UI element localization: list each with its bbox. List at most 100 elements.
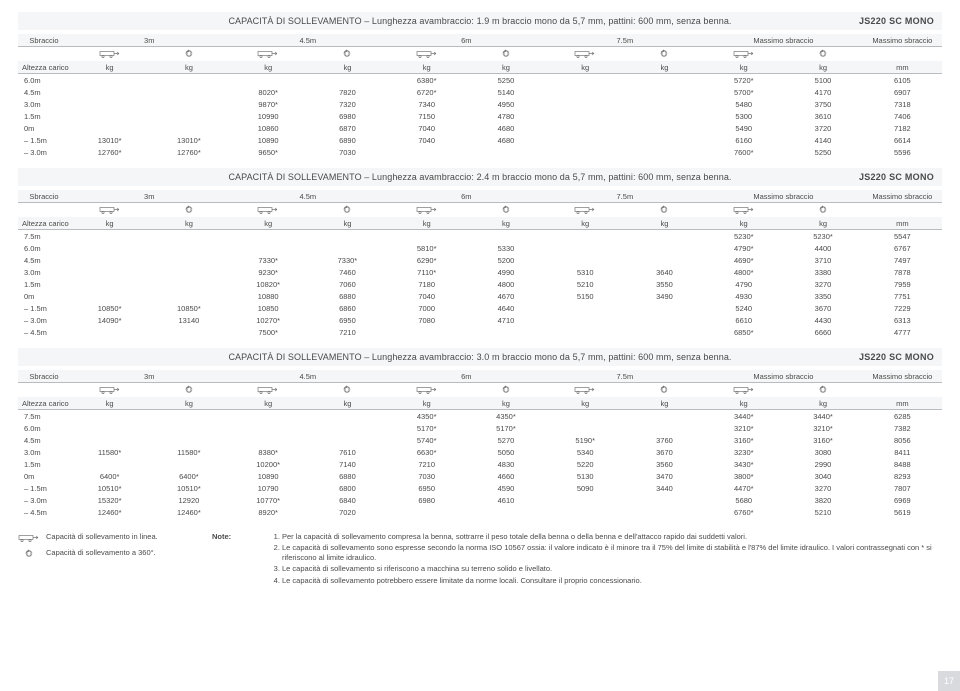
table-row: 4.5m8020*78206720*51405700*41706907 xyxy=(18,86,942,98)
full-rotation-icon xyxy=(178,385,200,394)
table-row: 4.5m5740*52705190*37603160*3160*8056 xyxy=(18,434,942,446)
capacity-value: 7030 xyxy=(308,146,387,158)
capacity-value: 11580* xyxy=(149,446,228,458)
col-kg: kg xyxy=(546,397,625,410)
note-item: Le capacità di sollevamento si riferisco… xyxy=(282,564,942,574)
capacity-value: 8020* xyxy=(229,86,308,98)
note-item: Per la capacità di sollevamento compresa… xyxy=(282,532,942,542)
capacity-value: 7330* xyxy=(229,254,308,266)
capacity-value: 3430* xyxy=(704,458,783,470)
capacity-value xyxy=(546,494,625,506)
capacity-value xyxy=(625,230,704,243)
col-kg: kg xyxy=(70,217,149,230)
capacity-value: 5170* xyxy=(466,422,545,434)
capacity-value: 6890 xyxy=(308,134,387,146)
col-kg: kg xyxy=(308,397,387,410)
side-reach-icon xyxy=(99,385,121,394)
capacity-value: 5720* xyxy=(704,74,783,87)
capacity-value: 4790 xyxy=(704,278,783,290)
capacity-value: 7820 xyxy=(308,86,387,98)
full-rotation-icon xyxy=(812,205,834,214)
capacity-value: 4930 xyxy=(704,290,783,302)
capacity-value: 6969 xyxy=(863,494,942,506)
capacity-value xyxy=(546,98,625,110)
capacity-value: 6767 xyxy=(863,242,942,254)
capacity-value xyxy=(387,506,466,518)
capacity-value xyxy=(625,506,704,518)
row-height: 0m xyxy=(18,470,70,482)
capacity-value: 5170* xyxy=(387,422,466,434)
col-75m: 7.5m xyxy=(546,34,705,47)
capacity-value: 7210 xyxy=(387,458,466,470)
capacity-value: 10510* xyxy=(70,482,149,494)
capacity-value: 3470 xyxy=(625,470,704,482)
capacity-value: 7000 xyxy=(387,302,466,314)
row-height: 7.5m xyxy=(18,410,70,423)
capacity-value: 6950 xyxy=(308,314,387,326)
capacity-value xyxy=(149,122,228,134)
capacity-value: 5596 xyxy=(863,146,942,158)
capacity-value xyxy=(149,254,228,266)
capacity-value: 7150 xyxy=(387,110,466,122)
capacity-value: 4800 xyxy=(466,278,545,290)
capacity-value: 4710 xyxy=(466,314,545,326)
table-row: 4.5m7330*7330*6290*52004690*37107497 xyxy=(18,254,942,266)
capacity-value xyxy=(70,110,149,122)
capacity-value xyxy=(149,242,228,254)
col-kg: kg xyxy=(704,397,783,410)
row-height: – 1.5m xyxy=(18,302,70,314)
capacity-value xyxy=(466,326,545,338)
capacity-value: 9870* xyxy=(229,98,308,110)
col-kg: kg xyxy=(308,61,387,74)
capacity-value xyxy=(466,146,545,158)
capacity-value: 3490 xyxy=(625,290,704,302)
capacity-value: 9650* xyxy=(229,146,308,158)
capacity-value: 3210* xyxy=(704,422,783,434)
side-reach-icon xyxy=(257,49,279,58)
capacity-value: 5240 xyxy=(704,302,783,314)
capacity-value: 4950 xyxy=(466,98,545,110)
capacity-value xyxy=(229,74,308,87)
full-rotation-icon xyxy=(812,385,834,394)
capacity-value: 10270* xyxy=(229,314,308,326)
col-kg: kg xyxy=(387,397,466,410)
capacity-value xyxy=(308,410,387,423)
capacity-value xyxy=(149,266,228,278)
lift-capacity-table: Sbraccio3m4.5m6m7.5mMassimo sbraccioMass… xyxy=(18,370,942,518)
capacity-value xyxy=(546,302,625,314)
capacity-value: 3040 xyxy=(783,470,862,482)
capacity-value: 10850 xyxy=(229,302,308,314)
capacity-value xyxy=(625,494,704,506)
full-rotation-icon xyxy=(495,205,517,214)
col-kg: kg xyxy=(466,61,545,74)
capacity-value xyxy=(546,242,625,254)
capacity-value: 13010* xyxy=(70,134,149,146)
capacity-value: 7030 xyxy=(387,470,466,482)
capacity-value: 3610 xyxy=(783,110,862,122)
capacity-value: 8380* xyxy=(229,446,308,458)
col-kg: kg xyxy=(466,217,545,230)
capacity-value xyxy=(308,422,387,434)
capacity-value: 6980 xyxy=(387,494,466,506)
capacity-value xyxy=(546,86,625,98)
lift-capacity-section: CAPACITÀ DI SOLLEVAMENTO – Lunghezza ava… xyxy=(18,168,942,338)
capacity-value: 4470* xyxy=(704,482,783,494)
page-number: 17 xyxy=(938,671,960,691)
legend-side-label: Capacità di sollevamento in linea. xyxy=(46,532,158,542)
col-kg: kg xyxy=(229,61,308,74)
capacity-value xyxy=(229,242,308,254)
col-6m: 6m xyxy=(387,190,546,203)
capacity-value: 6380* xyxy=(387,74,466,87)
capacity-value xyxy=(149,278,228,290)
capacity-value: 6630* xyxy=(387,446,466,458)
capacity-value: 6870 xyxy=(308,122,387,134)
capacity-value: 7500* xyxy=(229,326,308,338)
row-height: – 3.0m xyxy=(18,314,70,326)
capacity-value: 5130 xyxy=(546,470,625,482)
table-row: 3.0m11580*11580*8380*76106630*5050534036… xyxy=(18,446,942,458)
capacity-value: 4430 xyxy=(783,314,862,326)
capacity-value: 3210* xyxy=(783,422,862,434)
capacity-value xyxy=(546,74,625,87)
capacity-value: 5740* xyxy=(387,434,466,446)
capacity-value: 4350* xyxy=(387,410,466,423)
